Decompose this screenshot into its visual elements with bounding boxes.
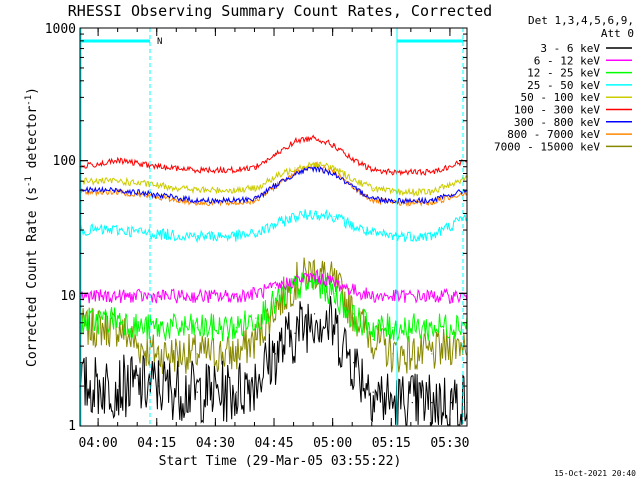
data-point [431,295,433,297]
legend-label-25-50-kev: 25 - 50 keV [527,79,600,92]
data-point [196,169,198,171]
data-point [372,338,374,340]
data-point [372,391,374,393]
x-tick-label: 04:15 [137,436,176,451]
plot-frame [79,27,468,427]
series-50-100-kev [79,160,468,198]
data-point [118,189,120,191]
data-point [294,172,296,175]
data-point [294,167,296,169]
y-tick-label-1: 1 [68,419,76,434]
series-line-7000-15000-kev [79,257,468,375]
data-point [274,287,277,289]
data-point [372,233,374,235]
legend-header-line1: Det 1,3,4,5,6,9, [528,14,634,27]
data-point [294,287,296,289]
data-point [353,362,355,364]
data-point [411,402,413,404]
data-point [431,202,433,204]
data-point [392,191,394,193]
data-point [392,327,394,329]
series-100-300-kev [79,134,468,177]
x-tick-label: 05:15 [372,436,411,451]
data-point [255,317,257,319]
series-line-25-50-kev [79,209,468,244]
data-point [235,202,237,204]
data-point [333,215,335,218]
legend-label-7000-15000-kev: 7000 - 15000 keV [494,140,600,153]
x-tick-label: 05:30 [430,436,469,451]
series-line-6-12-kev [79,268,468,304]
y-tick-label-1000: 1000 [45,22,76,37]
data-point [235,169,237,171]
data-point [255,233,257,235]
data-point [353,187,355,189]
data-point [294,332,296,334]
data-point [431,353,433,355]
series-line-50-100-kev [79,160,468,198]
data-point [255,197,257,199]
y-axis: 1 10 100 1000 [45,22,467,434]
data-point [196,391,198,393]
data-point [392,171,394,173]
y-tick-label-100: 100 [53,154,76,169]
legend-label-3-6-kev: 3 - 6 keV [540,42,600,55]
night-bar-label: N [157,37,162,47]
x-tick-label: 04:00 [79,436,118,451]
legend-label-800-7000-kev: 800 - 7000 keV [507,128,600,141]
data-point [196,353,198,355]
x-axis-label: Start Time (29-Mar-05 03:55:22) [159,454,402,469]
series-300-800-kev [79,166,468,205]
legend-label-50-100-kev: 50 - 100 keV [521,91,601,104]
data-point [353,317,355,319]
series-line-3-6-kev [79,296,468,427]
data-point [450,402,452,404]
y-axis-label: Corrected Count Rate (s-1 detector-1) [24,87,40,367]
series-line-100-300-kev [79,134,468,177]
data-point [431,402,433,404]
x-tick-label: 05:00 [313,436,352,451]
footer-timestamp: 15-Oct-2021 20:40 [554,469,636,478]
legend-label-6-12-kev: 6 - 12 keV [534,54,601,67]
series-line-300-800-kev [79,166,468,205]
x-axis: 04:00 04:15 04:30 04:45 05:00 05:15 05:30 [79,28,470,451]
x-tick-label: 04:45 [254,436,293,451]
y-tick-label-10: 10 [60,289,76,304]
data-point [313,313,316,315]
legend-label-300-800-kev: 300 - 800 keV [514,116,600,129]
data-point [431,200,433,202]
marker-layer: N [80,28,464,426]
data-point [157,295,159,297]
data-point [235,391,237,393]
x-tick-label: 04:30 [196,436,235,451]
chart-title: RHESSI Observing Summary Count Rates, Co… [68,2,492,20]
legend-label-100-300-kev: 100 - 300 keV [514,104,600,117]
series-6-12-kev [79,268,468,304]
series-3-6-kev [79,296,468,427]
legend-header-line2: Att 0 [601,27,634,40]
legend-label-12-25-kev: 12 - 25 keV [527,67,600,80]
data-point [372,187,374,189]
series-line-12-25-kev [79,272,468,342]
